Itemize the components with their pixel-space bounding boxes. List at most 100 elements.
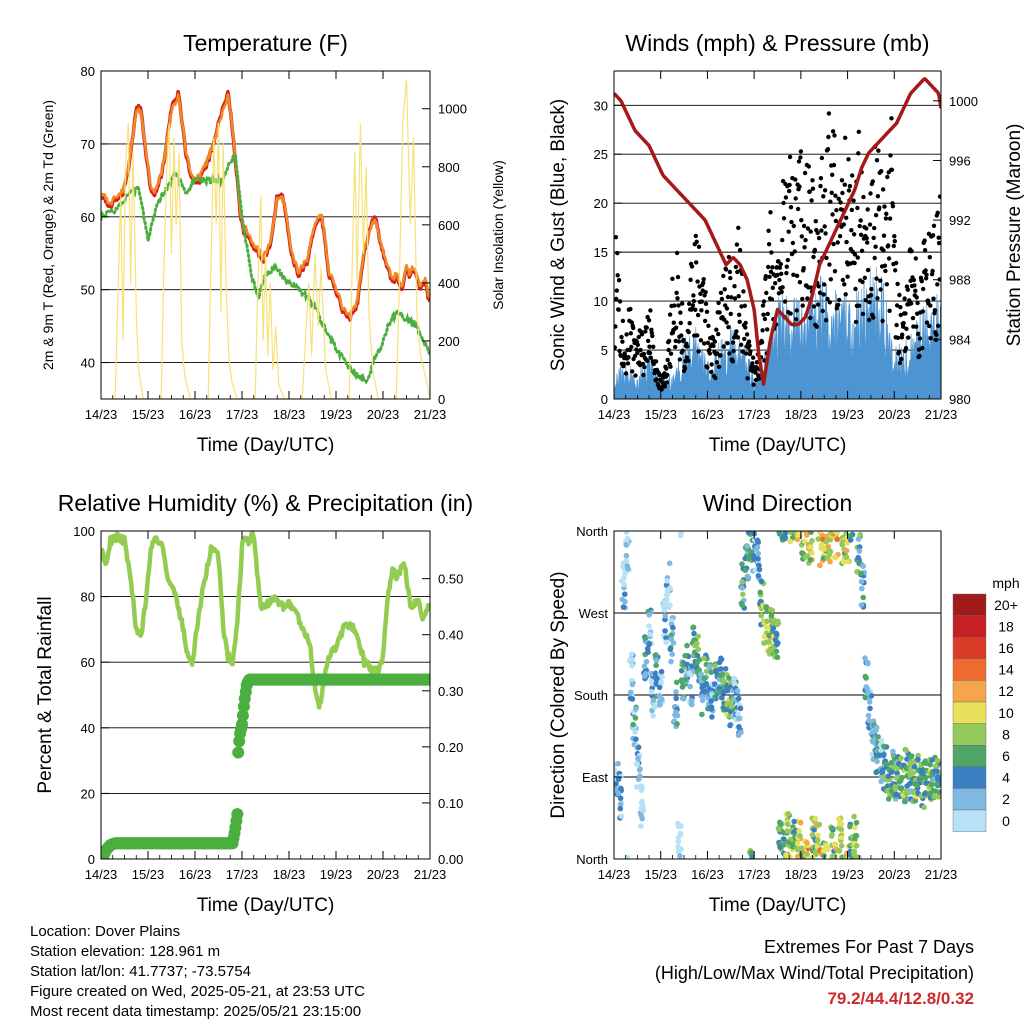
direction-point: [773, 648, 780, 655]
direction-point: [695, 633, 701, 640]
gust-point: [664, 366, 669, 371]
gust-point: [894, 322, 899, 328]
gust-point: [773, 281, 778, 286]
gust-point: [851, 198, 856, 203]
direction-point: [637, 773, 643, 779]
gust-point: [805, 296, 810, 301]
direction-point: [625, 566, 631, 572]
direction-point: [791, 818, 797, 825]
gust-point: [782, 299, 788, 304]
direction-point: [629, 662, 635, 669]
direction-point: [816, 821, 823, 828]
direction-point: [623, 531, 630, 535]
gust-point: [702, 341, 707, 346]
gust-point: [740, 349, 746, 354]
humidity-y2tick-label: 0.50: [438, 572, 463, 587]
direction-point: [738, 600, 745, 607]
direction-point: [615, 760, 621, 767]
gust-point: [802, 170, 808, 176]
gust-point: [835, 240, 840, 245]
gust-point: [721, 344, 726, 349]
direction-point: [785, 810, 792, 817]
humidity-xtick-label: 21/23: [414, 867, 447, 882]
gust-point: [793, 177, 798, 182]
gust-point: [821, 292, 826, 297]
legend-swatch-5: [952, 701, 987, 724]
gust-point: [801, 266, 806, 271]
direction-point: [860, 563, 866, 569]
gust-point: [867, 222, 873, 227]
gust-point: [620, 339, 625, 344]
gust-point: [916, 347, 922, 352]
direction-point: [843, 554, 850, 560]
gust-point: [889, 116, 894, 121]
winds-ytick-label: 30: [594, 98, 608, 113]
direction-point: [824, 533, 830, 540]
humidity-frame: [100, 530, 431, 860]
gust-point: [936, 235, 941, 240]
humidity-ytick-label: 60: [81, 655, 95, 670]
gust-point: [849, 228, 854, 233]
direction-point: [646, 641, 653, 647]
direction-point: [922, 774, 929, 781]
gust-point: [722, 287, 727, 292]
gust-point: [704, 309, 710, 314]
winds-y2tick-label: 1000: [949, 94, 978, 109]
winds-y2tick-label: 984: [949, 332, 971, 347]
gust-point: [730, 340, 736, 345]
direction-ytick-label: West: [579, 606, 609, 621]
gust-point: [756, 376, 761, 381]
gust-point: [871, 315, 876, 320]
direction-point: [615, 790, 622, 797]
gust-point: [650, 333, 655, 339]
gust-point: [867, 300, 872, 305]
direction-point: [637, 766, 643, 772]
direction-point: [646, 623, 652, 629]
direction-point: [815, 832, 821, 839]
gust-point: [876, 148, 881, 153]
direction-point: [874, 758, 880, 765]
gust-point: [828, 277, 833, 282]
gust-point: [843, 292, 848, 297]
gust-point: [721, 273, 726, 279]
gust-point: [855, 255, 860, 260]
direction-point: [753, 545, 760, 552]
direction-point: [761, 640, 767, 646]
gust-point: [878, 278, 883, 283]
humidity-xtick-label: 18/23: [273, 867, 306, 882]
gust-point: [672, 303, 677, 308]
gust-point: [732, 296, 738, 301]
direction-point: [755, 573, 762, 579]
gust-point: [801, 223, 807, 229]
gust-point: [913, 256, 918, 261]
legend-label: 2: [1002, 791, 1010, 807]
humidity-xlabel: Time (Day/UTC): [197, 895, 335, 916]
gust-point: [856, 129, 861, 134]
gust-point: [806, 164, 811, 169]
direction-point: [709, 714, 715, 720]
direction-point: [884, 761, 890, 768]
precip-point: [424, 673, 430, 686]
gust-point: [766, 264, 771, 270]
direction-point: [858, 602, 865, 608]
gust-point: [779, 289, 784, 295]
gust-point: [826, 134, 831, 140]
gust-point: [621, 361, 626, 367]
extremes-values: 79.2/44.4/12.8/0.32: [827, 989, 974, 1008]
direction-point: [780, 534, 786, 541]
gust-point: [741, 289, 746, 294]
direction-ytick-label: North: [576, 852, 608, 867]
gust-point: [766, 242, 772, 247]
direction-point: [720, 678, 726, 684]
direction-point: [642, 673, 648, 679]
gust-point: [790, 240, 796, 246]
direction-point: [701, 675, 708, 682]
gust-point: [788, 205, 794, 210]
gust-point: [614, 296, 619, 302]
gust-point: [881, 248, 886, 253]
winds-xlabel: Time (Day/UTC): [709, 435, 847, 456]
temperature-ytick-label: 80: [81, 64, 95, 79]
direction-point: [620, 604, 627, 610]
direction-point: [880, 752, 887, 759]
gust-point: [744, 351, 749, 356]
